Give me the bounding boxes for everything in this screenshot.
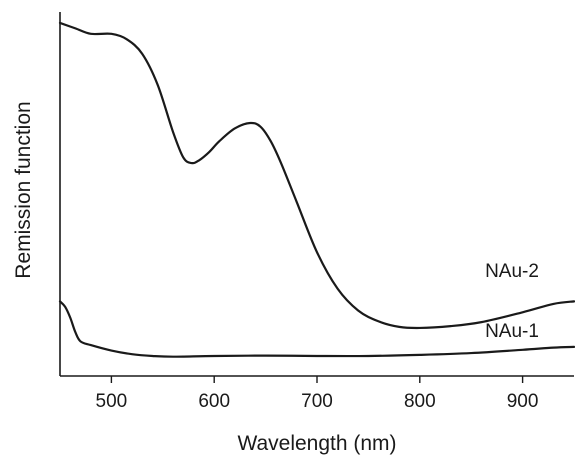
series-lines <box>58 21 575 358</box>
series-label-nau-2: NAu-2 <box>485 261 539 282</box>
series-labels: NAu-2 NAu-1 <box>485 261 539 342</box>
y-axis-title: Remission function <box>12 101 35 278</box>
series-label-nau-1: NAu-1 <box>485 321 539 342</box>
series-line-nau-1 <box>58 300 575 358</box>
x-tick-label-900: 900 <box>507 391 539 412</box>
x-tick-label-500: 500 <box>96 391 128 412</box>
x-tick-label-800: 800 <box>404 391 436 412</box>
x-tick-label-600: 600 <box>198 391 230 412</box>
x-ticks <box>110 376 524 383</box>
x-tick-labels: 500 600 700 800 900 <box>96 391 539 412</box>
series-line-nau-2 <box>58 21 575 330</box>
x-tick-label-700: 700 <box>301 391 333 412</box>
x-axis-title: Wavelength (nm) <box>237 432 396 455</box>
